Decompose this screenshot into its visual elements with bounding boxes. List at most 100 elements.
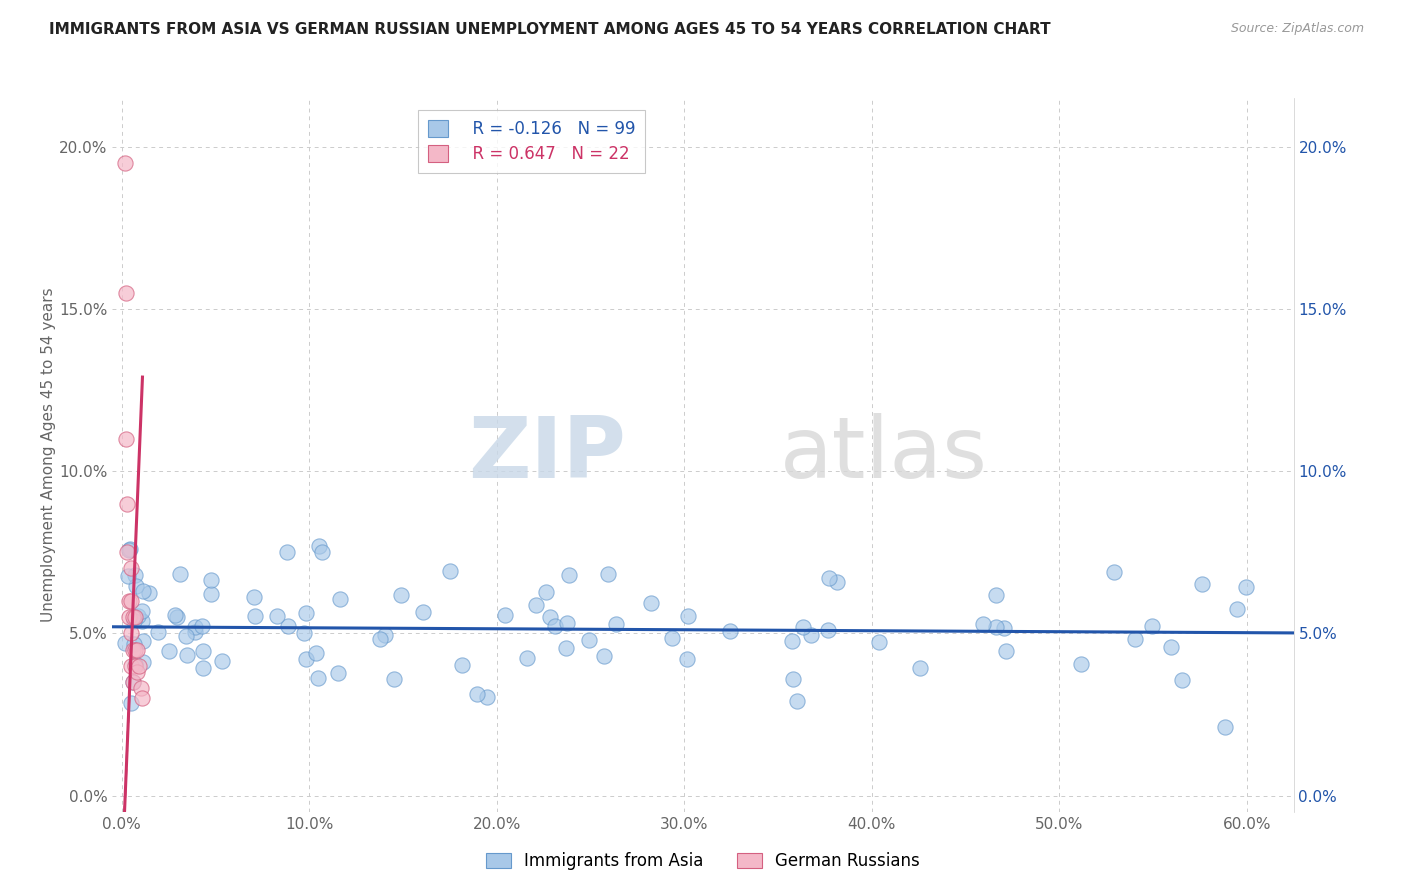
Point <box>984 588 1007 602</box>
Point <box>1123 632 1146 646</box>
Point <box>475 690 498 704</box>
Point <box>995 644 1018 658</box>
Point <box>146 624 169 639</box>
Legend:   R = -0.126   N = 99,   R = 0.647   N = 22: R = -0.126 N = 99, R = 0.647 N = 22 <box>419 110 645 173</box>
Point <box>124 658 146 673</box>
Point <box>1160 640 1182 655</box>
Point <box>120 626 142 640</box>
Point <box>122 675 145 690</box>
Point <box>120 594 142 608</box>
Point <box>295 606 318 620</box>
Point <box>534 585 557 599</box>
Point <box>129 681 152 696</box>
Point <box>120 658 142 673</box>
Text: atlas: atlas <box>780 413 988 497</box>
Point <box>157 644 180 658</box>
Point <box>1234 580 1257 594</box>
Point <box>605 616 627 631</box>
Text: IMMIGRANTS FROM ASIA VS GERMAN RUSSIAN UNEMPLOYMENT AMONG AGES 45 TO 54 YEARS CO: IMMIGRANTS FROM ASIA VS GERMAN RUSSIAN U… <box>49 22 1050 37</box>
Point <box>122 637 145 651</box>
Point <box>792 620 814 634</box>
Point <box>200 587 222 601</box>
Point <box>825 574 848 589</box>
Point <box>117 497 139 511</box>
Point <box>1140 619 1163 633</box>
Point <box>122 610 145 624</box>
Legend: Immigrants from Asia, German Russians: Immigrants from Asia, German Russians <box>479 846 927 877</box>
Point <box>120 561 142 575</box>
Point <box>131 633 153 648</box>
Point <box>818 571 841 585</box>
Point <box>184 620 207 634</box>
Point <box>593 649 616 664</box>
Point <box>578 632 600 647</box>
Point <box>308 539 330 553</box>
Point <box>138 586 160 600</box>
Point <box>243 590 266 604</box>
Point <box>1191 577 1213 591</box>
Point <box>800 628 823 642</box>
Point <box>114 636 136 650</box>
Point <box>124 610 146 624</box>
Point <box>128 658 150 673</box>
Point <box>786 694 808 708</box>
Point <box>176 648 198 663</box>
Point <box>131 614 153 628</box>
Point <box>326 665 349 680</box>
Point <box>782 672 804 686</box>
Point <box>451 658 474 673</box>
Point <box>132 584 155 599</box>
Point <box>176 629 198 643</box>
Point <box>1070 657 1092 672</box>
Point <box>544 618 567 632</box>
Point <box>292 625 315 640</box>
Point <box>127 609 149 624</box>
Point <box>117 543 139 558</box>
Point <box>986 620 1008 634</box>
Point <box>676 651 699 665</box>
Point <box>121 675 143 690</box>
Point <box>908 661 931 675</box>
Point <box>118 541 141 556</box>
Point <box>465 688 488 702</box>
Point <box>277 618 299 632</box>
Point <box>329 591 352 606</box>
Point <box>382 672 405 686</box>
Point <box>117 545 139 559</box>
Point <box>120 697 142 711</box>
Point <box>118 594 141 608</box>
Point <box>1226 601 1249 615</box>
Point <box>370 632 392 647</box>
Point <box>311 545 333 559</box>
Point <box>557 616 579 631</box>
Point <box>125 665 148 680</box>
Point <box>868 634 890 648</box>
Point <box>114 285 136 300</box>
Point <box>125 642 148 657</box>
Point <box>124 642 146 657</box>
Point <box>131 604 153 618</box>
Text: ZIP: ZIP <box>468 413 626 497</box>
Point <box>276 545 298 559</box>
Point <box>1213 720 1236 734</box>
Point <box>193 644 215 658</box>
Point <box>516 650 538 665</box>
Point <box>124 568 146 582</box>
Point <box>163 608 186 623</box>
Point <box>125 579 148 593</box>
Point <box>166 610 188 624</box>
Point <box>132 655 155 669</box>
Y-axis label: Unemployment Among Ages 45 to 54 years: Unemployment Among Ages 45 to 54 years <box>41 287 56 623</box>
Point <box>211 654 233 668</box>
Point <box>1104 566 1126 580</box>
Point <box>678 609 700 624</box>
Point <box>993 621 1015 635</box>
Point <box>661 632 683 646</box>
Point <box>124 657 146 672</box>
Point <box>131 691 153 706</box>
Point <box>200 573 222 587</box>
Point <box>389 588 412 602</box>
Point <box>118 610 141 624</box>
Point <box>184 624 207 639</box>
Point <box>122 642 145 657</box>
